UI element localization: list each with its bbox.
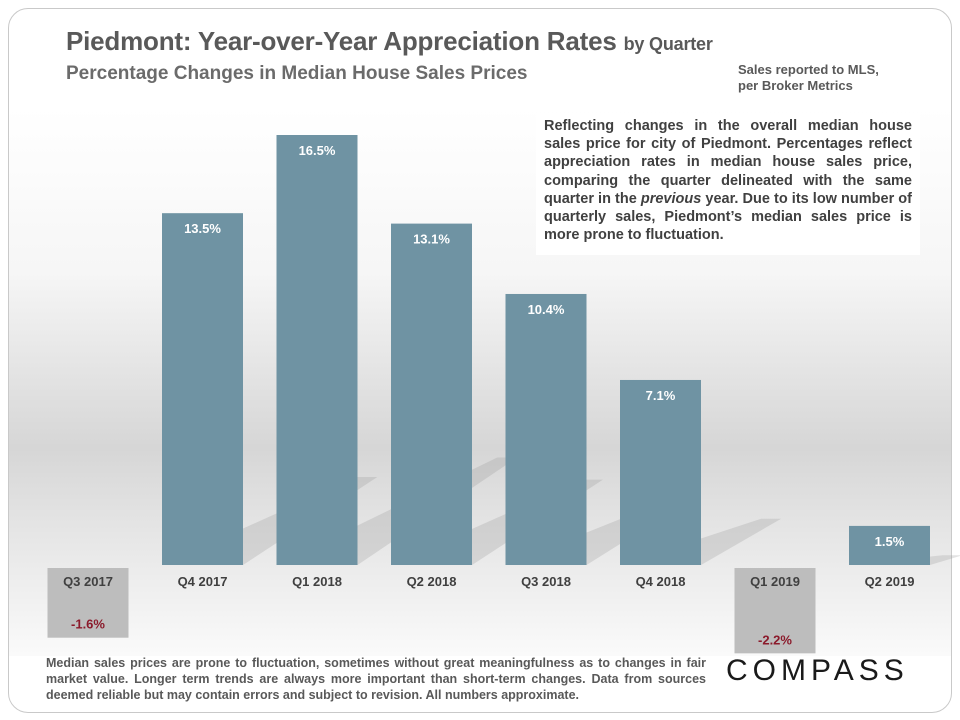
bar	[620, 379, 701, 565]
bar-value-label: 10.4%	[528, 302, 565, 317]
bar	[276, 135, 358, 565]
x-tick-label: Q1 2019	[750, 574, 800, 589]
bar-value-label: 7.1%	[646, 388, 676, 403]
title-suffix: by Quarter	[623, 34, 713, 54]
footer-disclaimer: Median sales prices are prone to fluctua…	[46, 656, 706, 702]
chart-title: Piedmont: Year-over-Year Appreciation Ra…	[66, 26, 713, 57]
bar-value-label: 13.5%	[184, 221, 221, 236]
x-tick-label: Q2 2019	[865, 574, 915, 589]
source-note: Sales reported to MLS, per Broker Metric…	[738, 62, 879, 94]
x-tick-label: Q4 2018	[636, 574, 686, 589]
negative-bar	[734, 568, 816, 654]
bar	[505, 293, 587, 565]
bar-value-label: -1.6%	[71, 617, 105, 632]
chart-subtitle: Percentage Changes in Median House Sales…	[66, 63, 528, 84]
x-tick-label: Q3 2017	[63, 574, 113, 589]
note-text-2: year. Due to its low number of quarterly…	[544, 190, 912, 244]
bar-value-label: 1.5%	[875, 534, 905, 549]
note-text-1: Reflecting changes in the overall median…	[544, 118, 912, 207]
bar	[162, 213, 243, 565]
x-tick-label: Q4 2017	[178, 574, 228, 589]
x-tick-label: Q3 2018	[521, 574, 571, 589]
compass-logo: COMPASS	[726, 654, 909, 687]
note-emphasis: previous	[640, 190, 702, 207]
source-line-1: Sales reported to MLS,	[738, 62, 879, 77]
bar-value-label: -2.2%	[758, 632, 792, 647]
bar-value-label: 13.1%	[413, 232, 450, 247]
bar-value-label: 16.5%	[299, 143, 336, 158]
title-main: Piedmont: Year-over-Year Appreciation Ra…	[66, 26, 617, 56]
x-tick-label: Q1 2018	[292, 574, 342, 589]
negative-bar	[47, 568, 129, 638]
bar	[391, 223, 472, 565]
source-line-2: per Broker Metrics	[738, 78, 853, 93]
explanation-note: Reflecting changes in the overall median…	[536, 113, 920, 255]
bar	[849, 525, 930, 565]
x-tick-label: Q2 2018	[407, 574, 457, 589]
